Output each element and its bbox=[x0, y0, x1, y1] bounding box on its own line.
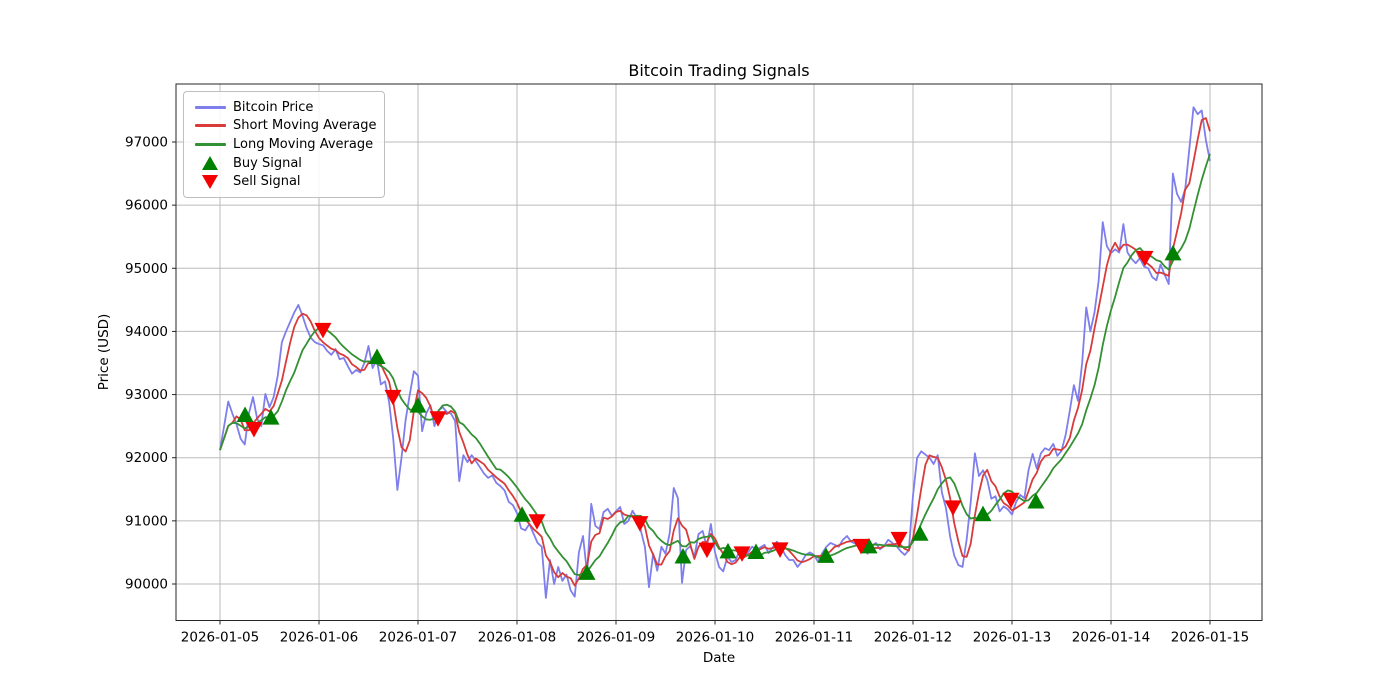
x-tick-label: 2026-01-11 bbox=[775, 630, 853, 646]
buy-signal-marker bbox=[1027, 493, 1045, 509]
sell-signal-marker bbox=[890, 531, 908, 548]
x-tick-label: 2026-01-07 bbox=[379, 630, 457, 646]
sell-signal-marker bbox=[1136, 250, 1154, 267]
sell-signal-marker bbox=[314, 322, 332, 339]
x-tick-label: 2026-01-13 bbox=[973, 630, 1051, 646]
legend-label: Short Moving Average bbox=[233, 118, 377, 134]
buy-signal-marker bbox=[262, 409, 280, 425]
x-tick-label: 2026-01-08 bbox=[478, 630, 556, 646]
buy-signal-marker bbox=[409, 397, 427, 413]
buy-signal-marker bbox=[817, 547, 835, 563]
legend-entry: Sell Signal bbox=[193, 172, 374, 191]
legend-entry: Short Moving Average bbox=[193, 117, 377, 136]
x-tick-label: 2026-01-14 bbox=[1072, 630, 1150, 646]
legend-entry: Long Moving Average bbox=[193, 135, 374, 154]
y-tick-label: 95000 bbox=[125, 261, 168, 277]
chart-title: Bitcoin Trading Signals bbox=[628, 61, 810, 80]
y-tick-label: 94000 bbox=[125, 324, 168, 340]
y-tick-label: 96000 bbox=[125, 198, 168, 214]
sell-signal-marker bbox=[852, 538, 870, 555]
buy-signal-icon bbox=[193, 156, 227, 171]
x-tick-label: 2026-01-09 bbox=[577, 630, 655, 646]
price-line-swatch bbox=[193, 105, 227, 109]
y-tick-label: 90000 bbox=[125, 577, 168, 593]
long-ma-line bbox=[219, 153, 1211, 576]
buy-signal-marker bbox=[368, 348, 386, 364]
y-tick-label: 92000 bbox=[125, 450, 168, 466]
buy-signal-marker bbox=[911, 525, 929, 541]
buy-signal-marker bbox=[719, 542, 737, 559]
sell-signal-marker bbox=[631, 516, 649, 532]
buy-signal-marker bbox=[578, 564, 596, 580]
legend-label: Buy Signal bbox=[233, 155, 302, 171]
sell-signal-marker bbox=[384, 389, 402, 406]
legend: Bitcoin Price Short Moving Average Long Mo… bbox=[183, 91, 385, 198]
buy-signal-marker bbox=[974, 505, 992, 522]
buy-signal-marker bbox=[1164, 244, 1182, 261]
x-tick-label: 2026-01-06 bbox=[280, 630, 358, 646]
buy-signal-marker bbox=[513, 506, 531, 522]
y-tick-label: 91000 bbox=[125, 513, 168, 529]
sell-signal-icon bbox=[193, 174, 227, 189]
sell-signal-marker bbox=[771, 542, 789, 558]
legend-entry: Buy Signal bbox=[193, 154, 374, 173]
y-tick-label: 97000 bbox=[125, 135, 168, 151]
y-axis-label: Price (USD) bbox=[96, 313, 112, 391]
x-axis-label: Date bbox=[702, 650, 736, 666]
long-ma-line-swatch bbox=[193, 142, 227, 146]
price-line bbox=[219, 106, 1211, 599]
sell-signal-marker bbox=[698, 542, 716, 559]
sell-signal-marker bbox=[429, 411, 447, 427]
sell-signal-marker bbox=[733, 546, 751, 562]
x-tick-label: 2026-01-05 bbox=[181, 630, 259, 646]
sell-signal-marker bbox=[528, 514, 546, 530]
legend-entry: Bitcoin Price bbox=[193, 98, 374, 117]
buy-signal-marker bbox=[674, 547, 692, 564]
buy-signal-marker bbox=[747, 543, 765, 560]
x-tick-label: 2026-01-12 bbox=[874, 630, 952, 646]
sell-signal-marker bbox=[944, 500, 962, 516]
legend-label: Long Moving Average bbox=[233, 136, 374, 152]
legend-label: Sell Signal bbox=[233, 174, 301, 190]
x-tick-label: 2026-01-15 bbox=[1171, 630, 1249, 646]
y-tick-label: 93000 bbox=[125, 387, 168, 403]
sell-signal-marker bbox=[245, 422, 263, 438]
legend-label: Bitcoin Price bbox=[233, 99, 314, 115]
short-ma-line-swatch bbox=[193, 124, 227, 128]
sell-signal-marker bbox=[1002, 492, 1020, 509]
plot-border bbox=[175, 83, 1263, 621]
short-ma-line bbox=[219, 117, 1211, 587]
buy-signal-marker bbox=[236, 406, 254, 423]
buy-signal-marker bbox=[860, 537, 878, 554]
x-tick-label: 2026-01-10 bbox=[676, 630, 754, 646]
